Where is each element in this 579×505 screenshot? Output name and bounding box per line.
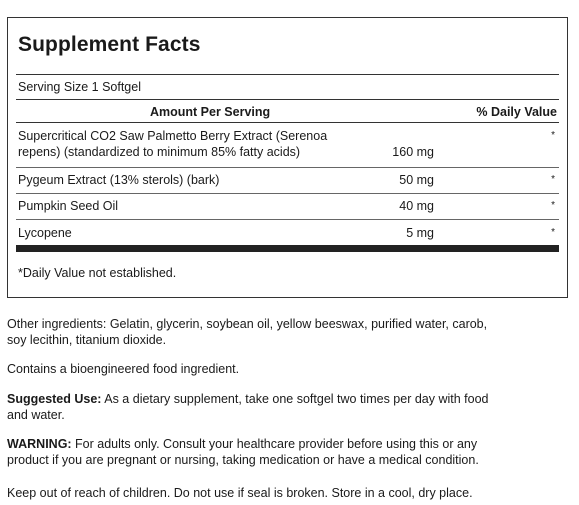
other-ingredients: Other ingredients: Gelatin, glycerin, so…	[7, 316, 567, 348]
facts-title: Supplement Facts	[18, 33, 201, 56]
nutrient-daily-value: *	[551, 227, 555, 238]
supplement-facts-panel: Supplement Facts Serving Size 1 Softgel …	[7, 17, 568, 298]
serving-size: Serving Size 1 Softgel	[18, 80, 141, 94]
row-divider	[16, 167, 559, 168]
suggested-use: Suggested Use: As a dietary supplement, …	[7, 391, 567, 423]
suggested-use-text: and water.	[7, 408, 65, 422]
warning-text: product if you are pregnant or nursing, …	[7, 453, 479, 467]
bioengineered-notice: Contains a bioengineered food ingredient…	[7, 362, 240, 376]
nutrient-daily-value: *	[551, 174, 555, 185]
title-rule	[16, 74, 559, 75]
nutrient-name: Lycopene	[18, 226, 72, 240]
serving-rule	[16, 99, 559, 100]
nutrient-name-line: Supercritical CO2 Saw Palmetto Berry Ext…	[18, 129, 328, 143]
warning: WARNING: For adults only. Consult your h…	[7, 436, 567, 468]
warning-label: WARNING:	[7, 437, 72, 451]
storage-instructions: Keep out of reach of children. Do not us…	[7, 486, 473, 500]
warning-line: WARNING: For adults only. Consult your h…	[7, 436, 567, 452]
row-divider	[16, 193, 559, 194]
other-ingredients-line: Other ingredients: Gelatin, glycerin, so…	[7, 317, 488, 331]
nutrient-daily-value: *	[551, 130, 555, 141]
daily-value-footnote: *Daily Value not established.	[18, 266, 177, 280]
nutrient-amount: 40 mg	[399, 199, 434, 213]
nutrient-amount: 50 mg	[399, 173, 434, 187]
warning-text: For adults only. Consult your healthcare…	[71, 437, 478, 451]
suggested-use-text: As a dietary supplement, take one softge…	[101, 392, 489, 406]
suggested-use-label: Suggested Use:	[7, 392, 102, 406]
row-divider	[16, 219, 559, 220]
other-ingredients-line: soy lecithin, titanium dioxide.	[7, 333, 167, 347]
suggested-use-line: Suggested Use: As a dietary supplement, …	[7, 391, 567, 407]
daily-value-header: % Daily Value	[476, 105, 557, 119]
nutrient-amount: 5 mg	[406, 226, 434, 240]
nutrient-name: Pumpkin Seed Oil	[18, 199, 119, 213]
nutrient-amount: 160 mg	[392, 145, 434, 159]
nutrient-name: Pygeum Extract (13% sterols) (bark)	[18, 173, 220, 187]
nutrient-name-line: repens) (standardized to minimum 85% fat…	[18, 145, 301, 159]
nutrient-name: Supercritical CO2 Saw Palmetto Berry Ext…	[18, 128, 358, 160]
bottom-thick-rule	[16, 245, 559, 252]
nutrient-daily-value: *	[551, 200, 555, 211]
amount-per-serving-header: Amount Per Serving	[150, 105, 271, 119]
header-rule	[16, 122, 559, 123]
